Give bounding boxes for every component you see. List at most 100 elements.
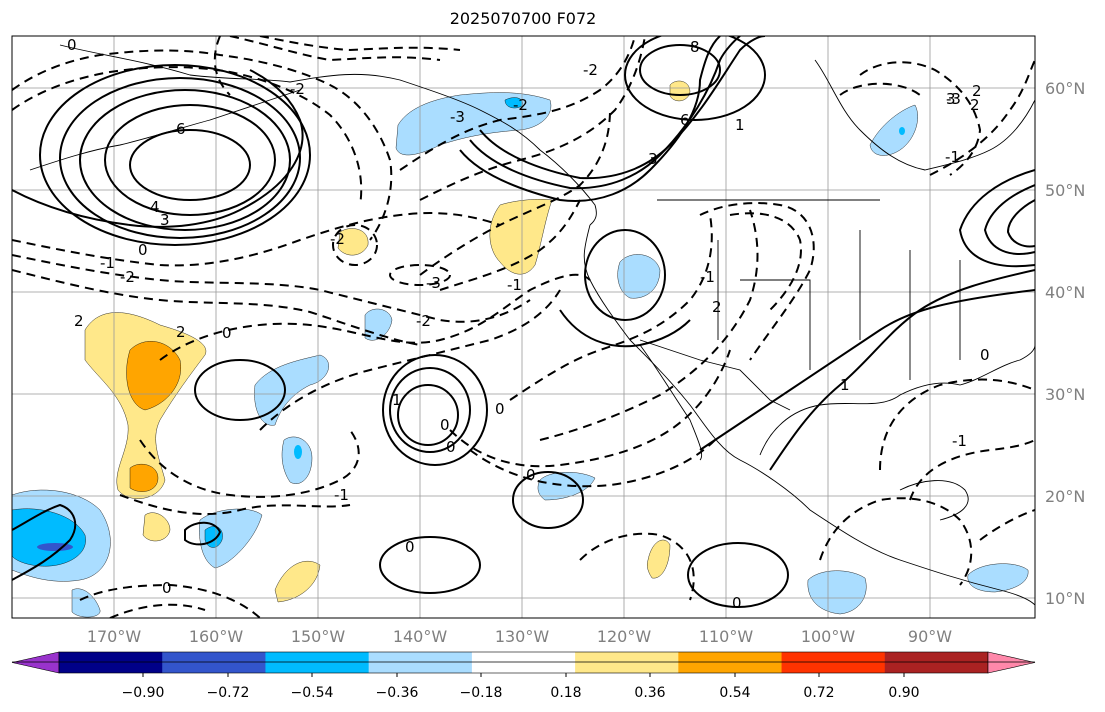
coastline-hudson [814,59,1035,171]
contour-label: -1 [700,268,715,286]
contour-solid [769,269,1035,471]
lon-labels: 170°W 160°W 150°W 140°W 130°W 120°W 110°… [87,627,952,646]
contour-label: 2 [970,96,980,114]
contour-solid [1006,199,1035,248]
contour-label-layer: 0 -1 -2 6 4 3 -3 -2 2 0 -1 -2 -3 -2 8 6 … [67,36,990,612]
contour-dashed [859,61,982,176]
colorbar-segment [59,652,163,673]
shading-patch [807,570,867,615]
contour-solid [983,184,1035,255]
contour-label: 0 [980,346,990,364]
lat-label: 60°N [1045,79,1085,98]
lat-label: 10°N [1045,589,1085,608]
contour-solid [12,503,77,581]
colorbar-segment [471,652,576,673]
colorbar-tick-label: 0.90 [888,685,919,701]
contour-label: 1 [392,391,402,409]
contour-label: 2 [176,323,186,341]
contour-label: -1 [945,148,960,166]
shaded-anomaly-layer [12,80,1029,618]
contour-dashed [539,209,759,441]
contour-dashed [419,36,646,201]
contour-label: 3 [946,90,956,108]
shading-patch [71,588,101,618]
colorbar: −0.90 −0.72 −0.54 −0.36 −0.18 0.18 0.36 … [11,651,1036,701]
shading-patch [294,445,302,459]
contour-dashed [109,603,206,618]
colorbar-segments [11,651,1036,674]
lat-label: 20°N [1045,487,1085,506]
contour-solid [129,129,251,201]
contour-solid [469,36,741,190]
colorbar-segment [884,652,989,673]
contour-label: -3 [946,90,961,108]
colorbar-tick-label: 0.72 [803,685,834,701]
colorbar-tick-label: 0.18 [550,685,581,701]
contour-dashed [879,378,1035,471]
colorbar-segment [575,652,679,673]
contour-label: -2 [583,61,598,79]
contour-dashed [509,214,713,401]
shading-patch [129,464,159,492]
contour-label: 4 [150,198,160,216]
shading-patch [489,199,553,275]
contour-dashed [79,583,261,618]
contour-solid [79,89,291,231]
map-frame [11,35,1036,619]
contour-solid [584,229,666,321]
colorbar-segment [368,652,473,673]
shading-patch [537,472,596,501]
contour-dashed [159,273,591,361]
shading-patch [126,341,181,411]
contour-label: 0 [162,579,172,597]
contour-dashed [909,439,1035,501]
map-title: 2025070700 F072 [449,9,597,28]
colorbar-tick-label: −0.90 [122,685,165,701]
contour-solid [184,521,222,546]
lat-label: 40°N [1045,283,1085,302]
contour-label: 8 [690,38,700,56]
contour-label: 3 [648,150,658,168]
contour-solid [639,44,721,96]
contour-label: -2 [513,96,528,114]
contour-label: 0 [138,241,148,259]
colorbar-tick-label: −0.72 [207,685,250,701]
lon-label: 120°W [597,627,652,646]
solid-contours [12,36,1035,608]
contour-solid [958,169,1035,268]
contour-dashed [449,349,731,468]
contour-dashed [332,224,378,266]
shading-patch [274,561,321,603]
contour-dashed [819,497,973,586]
contour-solid [12,69,304,228]
contour-label: 2 [74,312,84,330]
contour-label: -1 [952,432,967,450]
colorbar-ticks [142,673,905,677]
contour-label: -2 [290,80,305,98]
contour-label: 2 [712,298,722,316]
contour-dashed [12,49,393,241]
contour-dashed [259,289,561,431]
lon-label: 160°W [189,627,244,646]
contour-solid [459,36,721,202]
shading-patch [869,104,918,156]
shading-patch [967,563,1029,593]
contour-solid [104,104,276,216]
dashed-contours [12,36,1035,618]
contour-dashed [12,66,363,206]
contour-label: 0 [732,594,742,612]
shading-patch [899,127,905,135]
colorbar-segment [162,652,266,673]
contour-label: 0 [440,416,450,434]
contour-dashed [389,264,451,286]
contour-label: -2 [330,230,345,248]
contour-dashed [469,439,716,488]
contour-label: -3 [450,108,465,126]
contour-solid [382,354,488,466]
contour-label: -2 [120,268,135,286]
contour-dashed [12,254,531,323]
lat-label: 50°N [1045,181,1085,200]
lon-label: 150°W [291,627,346,646]
contour-dashed [399,36,636,171]
contour-label: 1 [735,116,745,134]
